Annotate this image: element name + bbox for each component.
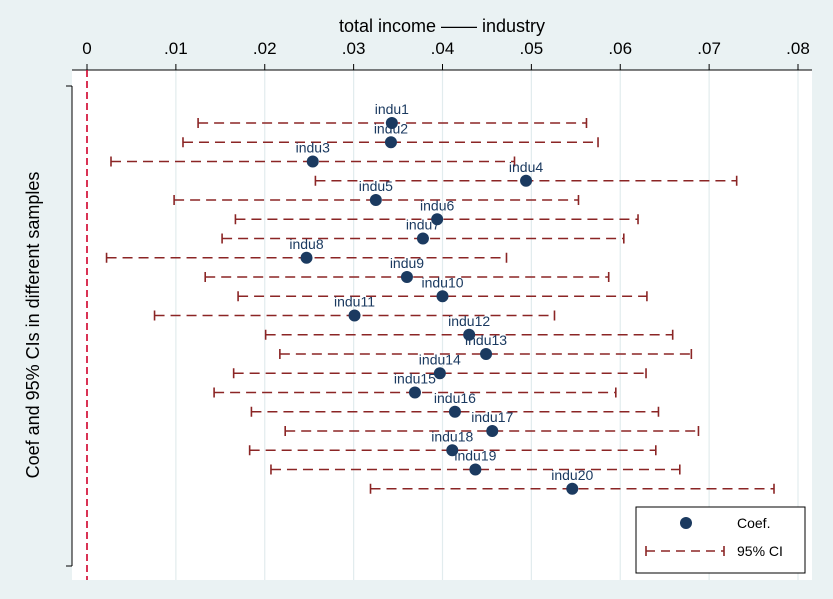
x-tick-label: .02: [253, 39, 277, 58]
point-label: indu19: [454, 448, 496, 464]
x-tick-label: .04: [431, 39, 455, 58]
coef-point: [436, 290, 449, 303]
legend-coef-label: Coef.: [737, 515, 770, 531]
point-label: indu8: [289, 236, 323, 252]
coef-point: [486, 425, 499, 437]
coef-point: [520, 174, 533, 187]
point-label: indu11: [334, 294, 375, 310]
point-label: indu6: [420, 197, 454, 213]
legend-ci-label: 95% CI: [737, 543, 783, 559]
point-label: indu3: [296, 140, 330, 156]
coef-point: [463, 328, 476, 341]
coef-point: [446, 444, 459, 457]
coef-point: [300, 251, 313, 264]
coef-point: [448, 405, 461, 418]
point-label: indu16: [434, 390, 476, 406]
chart-marks: indu1 indu2 indu3 indu4 indu5 indu6 indu7 indu8…: [105, 101, 775, 495]
y-axis-label: Coef and 95% CIs in different samples: [23, 172, 43, 479]
x-tick-label: .07: [697, 39, 721, 58]
x-tick-label: .03: [342, 39, 366, 58]
point-label: indu4: [509, 159, 543, 175]
point-label: indu7: [406, 217, 440, 233]
coef-point: [416, 232, 429, 245]
coef-point: [433, 367, 446, 380]
point-label: indu10: [421, 274, 463, 290]
x-tick-label: 0: [82, 39, 91, 58]
point-label: indu9: [390, 255, 424, 271]
y-axis: [66, 85, 73, 567]
x-tick-label: .08: [786, 39, 810, 58]
legend-box: [635, 506, 806, 574]
coef-point: [480, 348, 493, 360]
legend-coef-marker: [680, 517, 692, 529]
coef-point: [469, 463, 482, 476]
point-label: indu2: [374, 120, 408, 136]
point-label: indu17: [471, 409, 513, 425]
chart-title: total income —— industry: [339, 16, 545, 36]
coef-point: [431, 213, 444, 226]
coef-point: [348, 309, 361, 322]
coef-point: [566, 482, 579, 495]
coef-point: [385, 117, 398, 129]
x-axis: 0 .01 .02 .03 .04 .05 .06 .07 .08: [72, 39, 812, 71]
coef-point: [306, 155, 319, 168]
point-label: indu18: [431, 428, 473, 444]
coef-point: [384, 136, 397, 149]
point-label: indu14: [419, 351, 461, 367]
coef-point: [408, 386, 421, 399]
coef-point: [369, 194, 382, 206]
point-label: indu20: [551, 467, 593, 483]
gridlines: [175, 70, 799, 580]
point-label: indu5: [359, 178, 393, 194]
point-label: indu13: [465, 332, 507, 348]
x-tick-label: .06: [608, 39, 632, 58]
x-tick-label: .05: [520, 39, 544, 58]
x-tick-label: .01: [164, 39, 188, 58]
legend: Coef. 95% CI: [635, 506, 806, 574]
point-label: indu15: [394, 371, 436, 387]
coef-point: [400, 271, 413, 283]
point-label: indu1: [375, 101, 409, 117]
point-label: indu12: [448, 313, 490, 329]
